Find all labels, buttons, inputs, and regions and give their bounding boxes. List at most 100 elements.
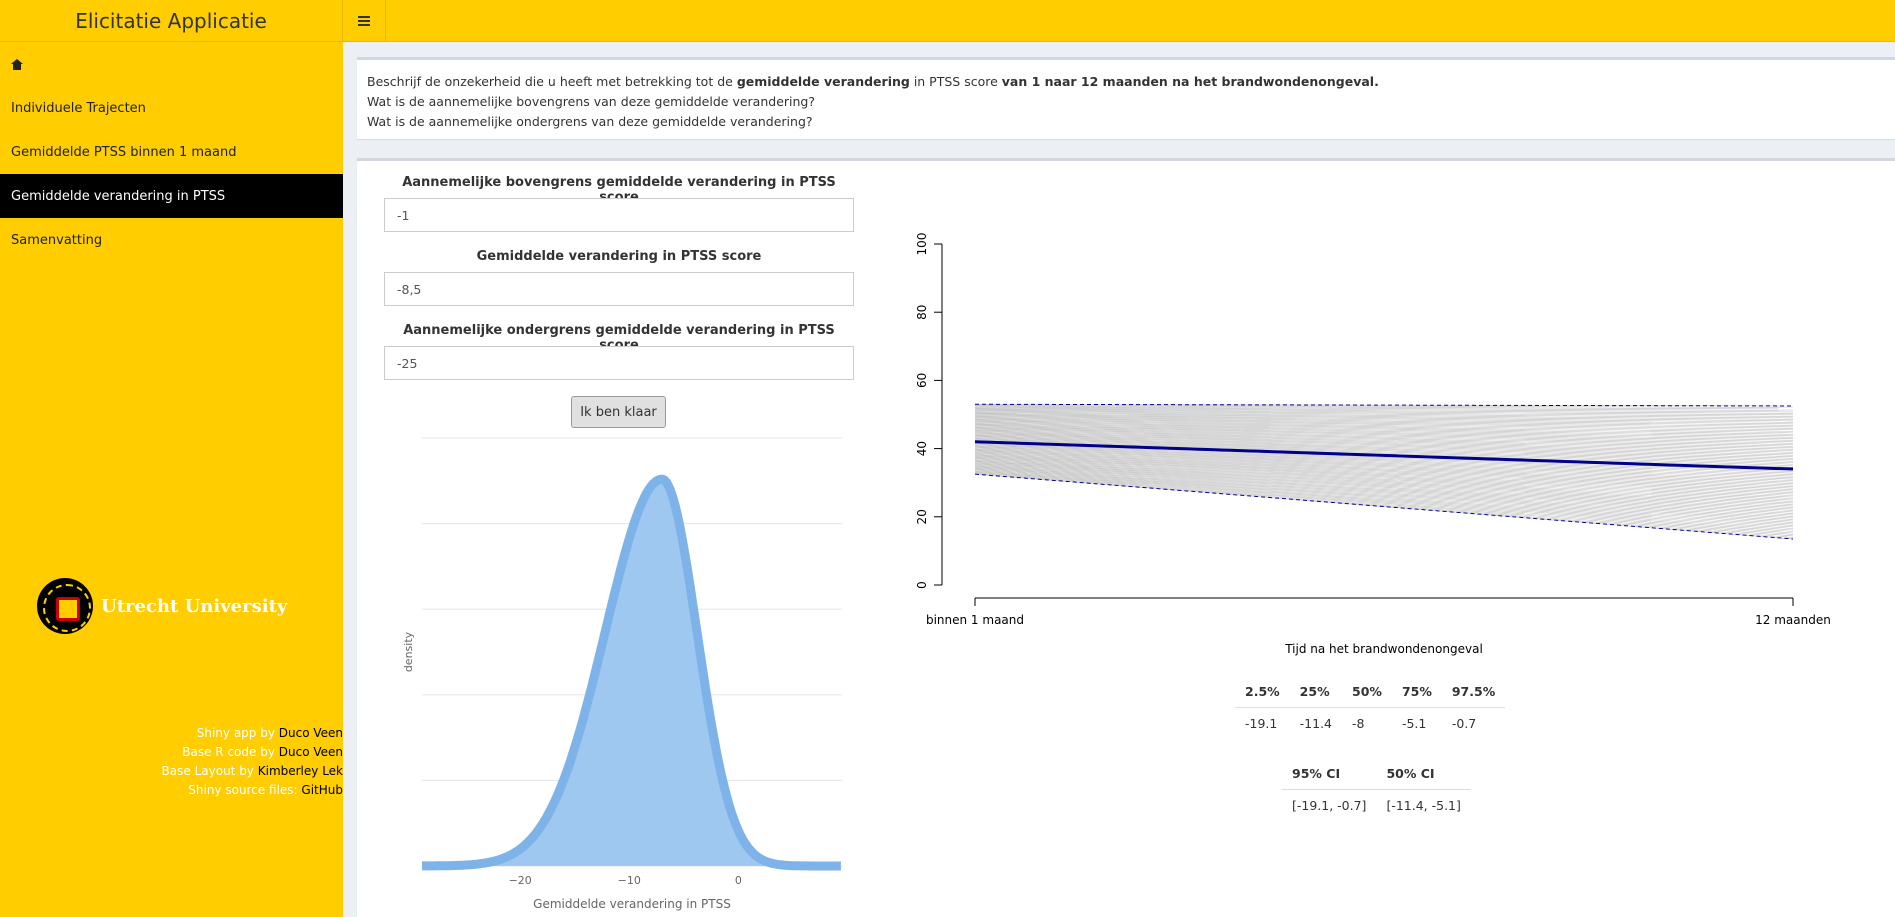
trajectory-line bbox=[974, 433, 1794, 462]
quantile-header: 25% bbox=[1289, 676, 1343, 708]
trajectory-line bbox=[974, 414, 1794, 426]
x-tick-label: −20 bbox=[509, 874, 532, 887]
density-chart: −20 −10 0 Gemiddelde verandering in PTSS den… bbox=[402, 437, 844, 911]
trajectory-line bbox=[974, 472, 1794, 537]
sidebar-item-samenvatting[interactable]: Samenvatting bbox=[11, 232, 103, 248]
x-tick-label: 12 maanden bbox=[1755, 613, 1831, 627]
quantile-table: 2.5% 25% 50% 75% 97.5% -19.1 -11.4 -8 -5.1 -0.7 bbox=[1235, 676, 1506, 739]
trajectory-line bbox=[974, 451, 1794, 498]
trajectory-line bbox=[974, 432, 1794, 461]
trajectory-line bbox=[974, 471, 1794, 535]
trajectory-line bbox=[974, 452, 1794, 499]
sidebar-toggle-button[interactable] bbox=[343, 0, 386, 42]
question-text: Beschrijf de onzekerheid die u heeft met… bbox=[367, 74, 737, 89]
trajectory-line bbox=[974, 429, 1794, 456]
interval-header: 50% CI bbox=[1376, 758, 1471, 790]
trajectory-line bbox=[974, 453, 1794, 501]
credit-link[interactable]: Kimberley Lek bbox=[257, 764, 343, 778]
density-line bbox=[419, 474, 844, 871]
trajectory-line bbox=[974, 467, 1794, 528]
trajectory-line bbox=[974, 418, 1794, 435]
credit-line: Shiny app by Duco Veen bbox=[162, 724, 343, 743]
trajectory-line bbox=[974, 459, 1794, 513]
done-button[interactable]: Ik ben klaar bbox=[571, 396, 666, 428]
trajectory-line bbox=[974, 410, 1794, 419]
trajectory-line bbox=[974, 414, 1794, 428]
trajectory-line bbox=[974, 458, 1794, 511]
quantile-header: 75% bbox=[1391, 676, 1442, 708]
y-tick-label: 40 bbox=[915, 441, 929, 456]
trajectory-line bbox=[974, 413, 1794, 425]
trajectory-line bbox=[974, 434, 1794, 465]
trajectory-line bbox=[974, 427, 1794, 452]
trajectory-line bbox=[974, 460, 1794, 514]
trajectory-line bbox=[974, 448, 1794, 492]
upper-bound-input[interactable] bbox=[384, 198, 854, 232]
credit-line: Base R code by Duco Veen bbox=[162, 743, 343, 762]
sidebar-item-home[interactable] bbox=[0, 42, 343, 86]
trajectory-line bbox=[974, 473, 1794, 538]
github-link[interactable]: GitHub bbox=[301, 783, 343, 797]
trajectory-line bbox=[974, 462, 1794, 519]
trajectory-line bbox=[974, 422, 1794, 441]
university-logo: Utrecht University bbox=[37, 578, 287, 634]
x-tick-label: binnen 1 maand bbox=[926, 613, 1024, 627]
trajectory-line bbox=[974, 429, 1794, 455]
trajectory-line bbox=[974, 436, 1794, 468]
credit-link[interactable]: Duco Veen bbox=[278, 745, 343, 759]
credit-line: Shiny source files: GitHub bbox=[162, 781, 343, 800]
credit-link[interactable]: Duco Veen bbox=[278, 726, 343, 740]
trajectory-line bbox=[974, 455, 1794, 504]
trajectory-line bbox=[974, 428, 1794, 453]
y-tick-label: 20 bbox=[915, 509, 929, 524]
quantile-value: -8 bbox=[1352, 716, 1365, 731]
trajectory-line bbox=[974, 404, 1794, 408]
trajectory-line bbox=[974, 405, 1794, 410]
university-name: Utrecht University bbox=[101, 595, 288, 617]
trajectory-line bbox=[974, 435, 1794, 467]
quantile-value: -11.4 bbox=[1299, 716, 1333, 731]
sidebar-item-gemiddelde-verandering[interactable]: Gemiddelde verandering in PTSS bbox=[0, 174, 343, 218]
question-box: Beschrijf de onzekerheid die u heeft met… bbox=[357, 57, 1895, 139]
home-icon bbox=[11, 58, 23, 70]
sidebar-item-individuele-trajecten[interactable]: Individuele Trajecten bbox=[11, 100, 146, 116]
trajectory-line bbox=[974, 426, 1794, 450]
trajectory-line bbox=[974, 430, 1794, 458]
question-text: in PTSS score bbox=[909, 74, 1002, 89]
trajectory-line bbox=[974, 466, 1794, 526]
trajectory-line bbox=[974, 466, 1794, 525]
trajectory-line bbox=[974, 455, 1794, 505]
trajectory-line bbox=[974, 462, 1794, 517]
trajectory-line bbox=[974, 423, 1794, 444]
bound-line bbox=[974, 403, 1794, 407]
sidebar-menu: Individuele Trajecten Gemiddelde PTSS bi… bbox=[0, 42, 343, 262]
trajectory-line bbox=[974, 445, 1794, 486]
trajectory-line bbox=[974, 470, 1794, 534]
trajectory-line bbox=[974, 447, 1794, 490]
density-area bbox=[422, 479, 842, 866]
trajectory-line bbox=[974, 443, 1794, 481]
trajectory-line bbox=[974, 469, 1794, 532]
interval-header: 95% CI bbox=[1282, 758, 1377, 790]
mean-change-input[interactable] bbox=[384, 272, 854, 306]
bound-line bbox=[974, 473, 1794, 540]
sidebar-item-gemiddelde-ptss[interactable]: Gemiddelde PTSS binnen 1 maand bbox=[11, 144, 237, 160]
table-row: [-19.1, -0.7] [-11.4, -5.1] bbox=[1282, 790, 1471, 822]
credit-prefix: Shiny app by bbox=[196, 726, 279, 740]
quantile-header: 2.5% bbox=[1235, 676, 1290, 708]
trajectory-line bbox=[974, 447, 1794, 489]
credit-line: Base Layout by Kimberley Lek bbox=[162, 762, 343, 781]
lower-bound-input[interactable] bbox=[384, 346, 854, 380]
trajectory-line bbox=[974, 422, 1794, 443]
trajectory-line bbox=[974, 412, 1794, 423]
trajectory-line bbox=[974, 468, 1794, 529]
trajectory-line bbox=[974, 415, 1794, 429]
quantile-header: 97.5% bbox=[1441, 676, 1506, 708]
trajectory-line bbox=[974, 407, 1794, 414]
top-navbar bbox=[343, 0, 1895, 42]
quantile-value: -0.7 bbox=[1451, 716, 1477, 731]
mean-change-label: Gemiddelde verandering in PTSS score bbox=[476, 249, 762, 264]
trajectory-line bbox=[974, 444, 1794, 484]
interval-table: 95% CI 50% CI [-19.1, -0.7] [-11.4, -5.1] bbox=[1282, 758, 1471, 821]
trajectory-line bbox=[974, 417, 1794, 432]
